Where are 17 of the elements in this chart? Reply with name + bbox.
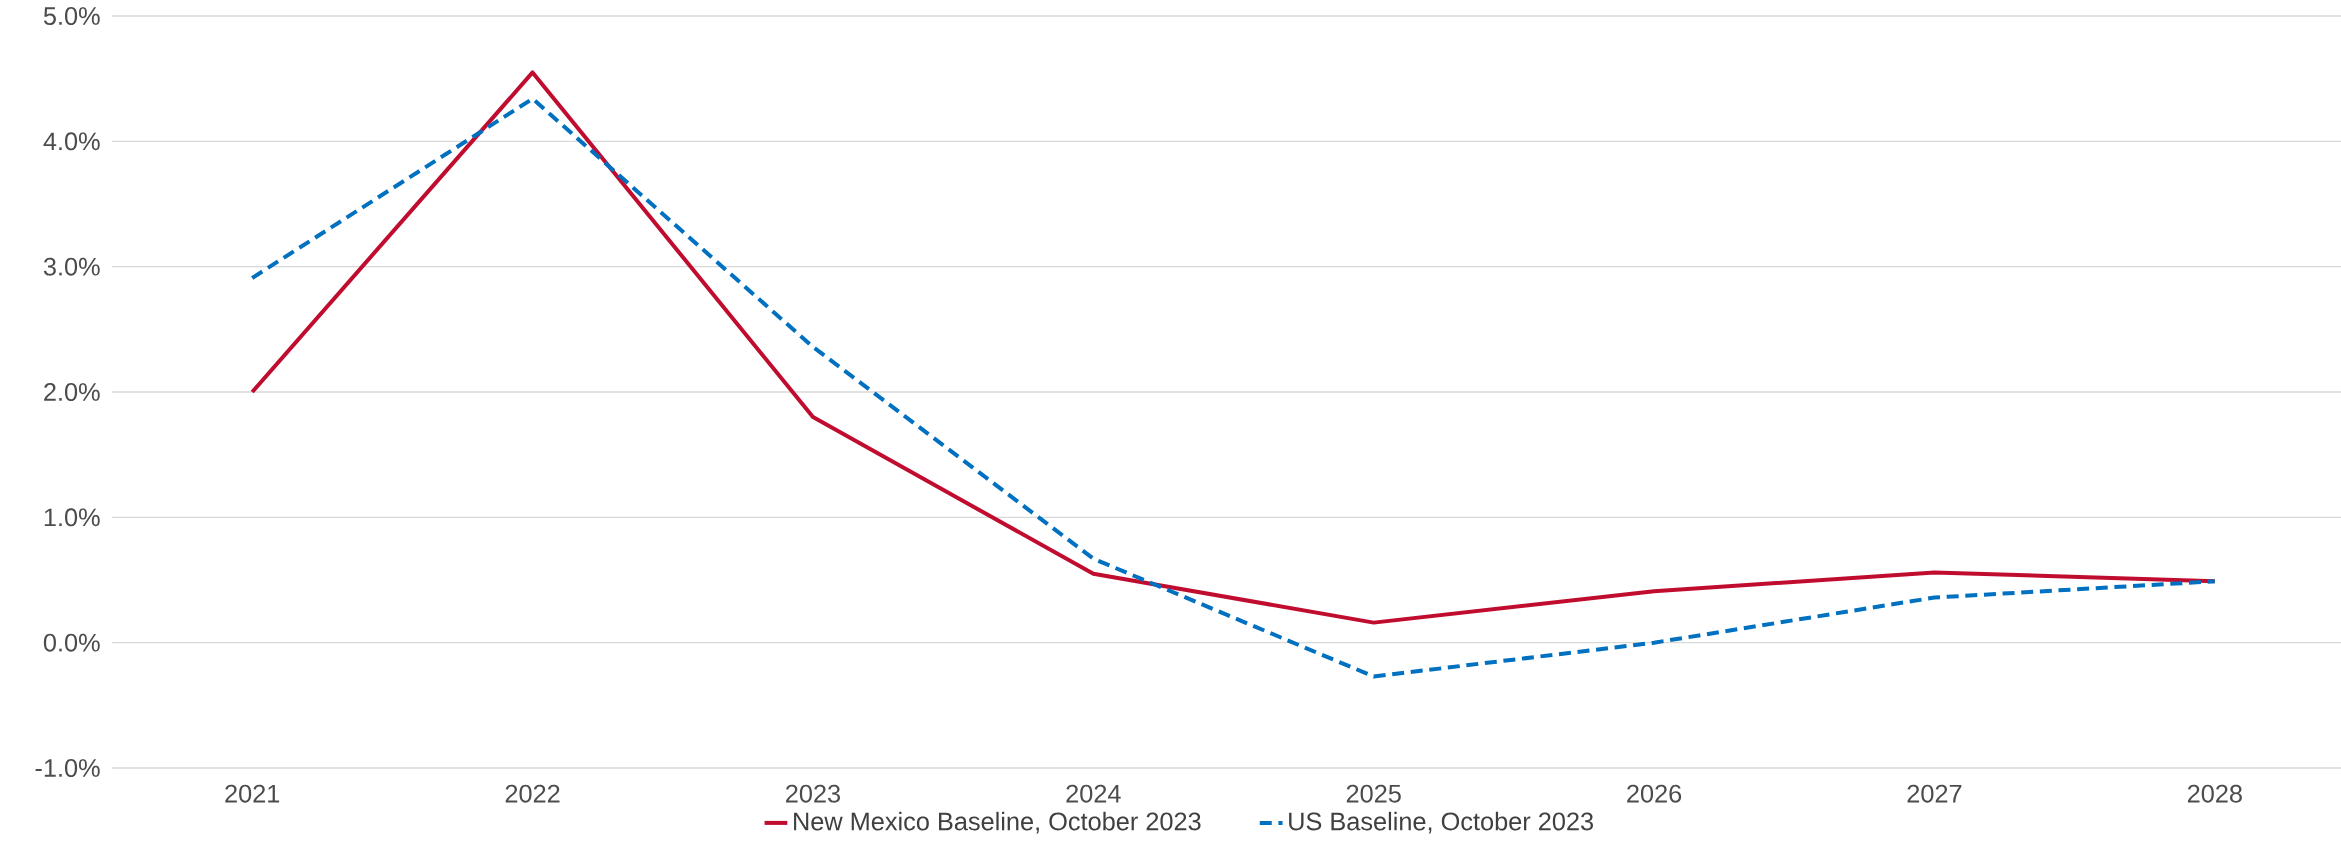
y-tick-label: 1.0% (44, 508, 100, 527)
y-tick-label: 0.0% (43, 633, 100, 652)
x-tick-label: 2021 (225, 784, 280, 803)
x-tick-label: 2023 (786, 784, 840, 803)
x-tick-label: 2025 (1346, 784, 1401, 803)
y-tick-label: -1.0% (35, 759, 100, 777)
x-tick-label: 2022 (505, 784, 560, 803)
y-tick-label: 4.0% (43, 132, 100, 151)
y-tick-label: 3.0% (43, 257, 100, 276)
legend-label: New Mexico Baseline, October 2023 (794, 811, 1201, 834)
y-tick-label: 5.0% (43, 7, 100, 25)
x-tick-label: 2026 (1627, 784, 1682, 803)
x-tick-label: 2028 (2187, 784, 2242, 803)
legend-label: US Baseline, October 2023 (1289, 811, 1593, 834)
x-tick-label: 2027 (1907, 784, 1962, 803)
y-tick-label: 2.0% (44, 383, 100, 401)
x-tick-label: 2024 (1066, 784, 1121, 803)
